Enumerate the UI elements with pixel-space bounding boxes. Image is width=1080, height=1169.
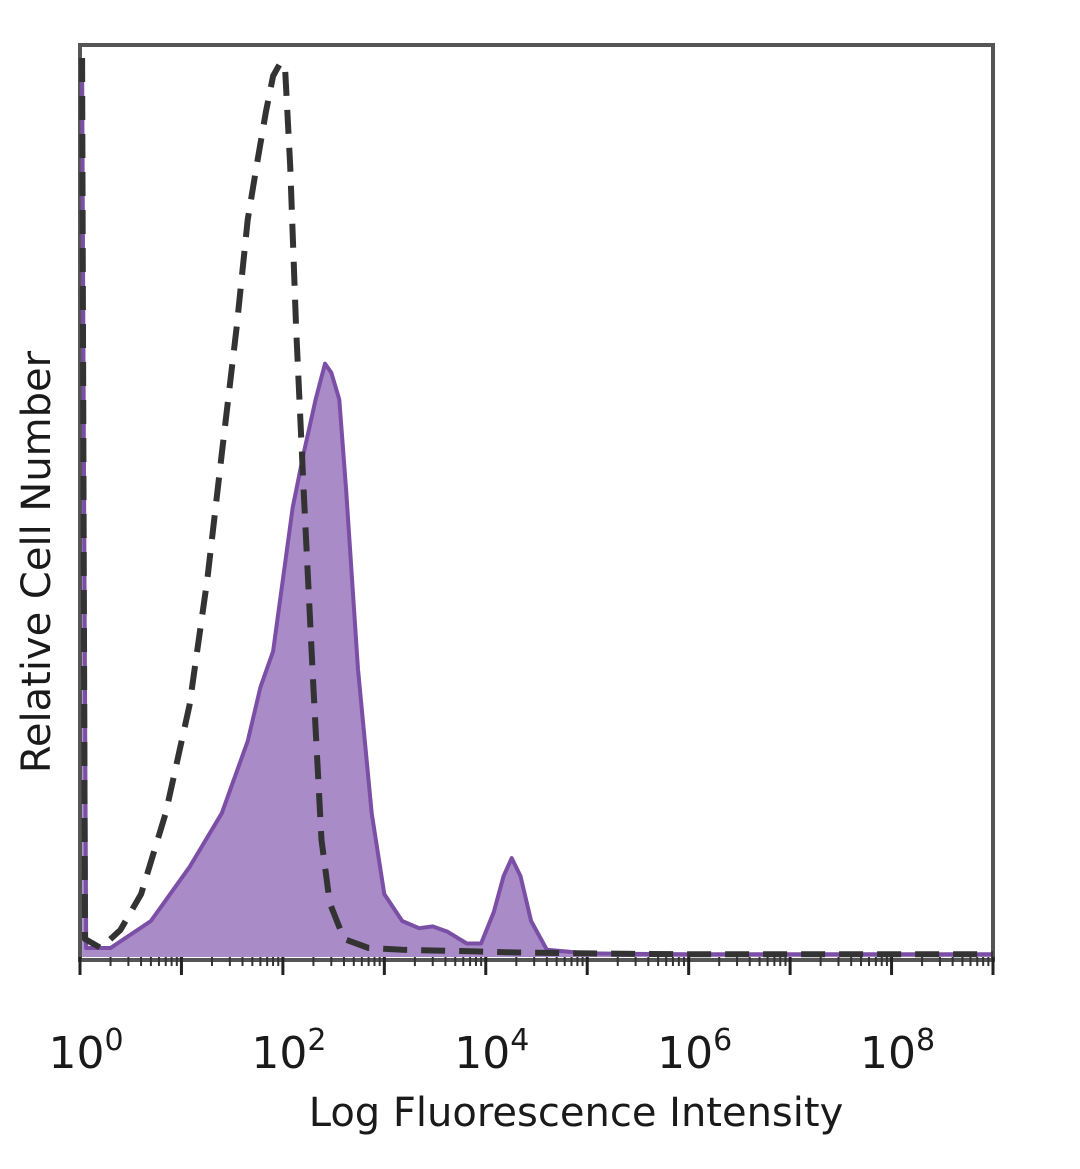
x-tick-label: 108 (860, 1023, 935, 1079)
series-layer (79, 57, 994, 958)
x-axis-tick-labels: 100 102 104 106 108 (48, 1023, 935, 1079)
x-tick-label: 104 (454, 1023, 529, 1079)
series-0-line (79, 57, 993, 958)
x-tick-label: 106 (657, 1023, 732, 1079)
y-axis-title: Relative Cell Number (14, 350, 60, 773)
x-tick-label: 102 (251, 1023, 326, 1079)
x-axis-title: Log Fluorescence Intensity (309, 1090, 844, 1136)
series-1-area (82, 58, 994, 957)
x-tick-label: 100 (48, 1023, 123, 1079)
x-axis-ticks (78, 957, 995, 975)
series-1-line (80, 57, 993, 957)
